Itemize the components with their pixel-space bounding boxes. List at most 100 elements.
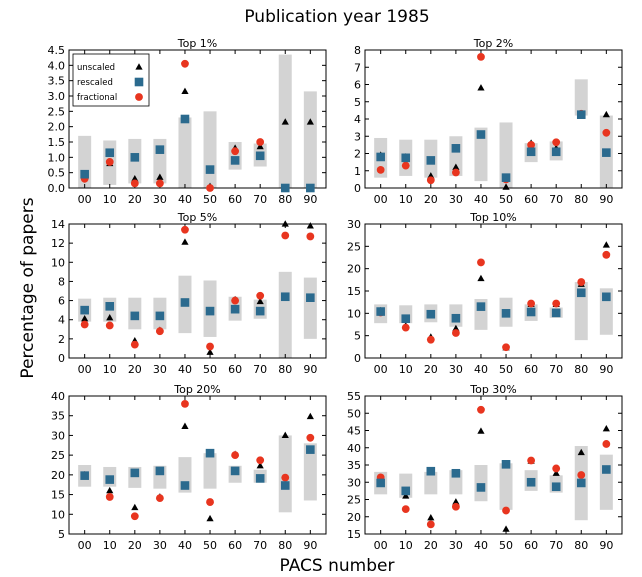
y-tick-label: 12 — [51, 237, 65, 250]
y-tick-label: 2.5 — [48, 105, 66, 118]
rescaled-point — [476, 302, 486, 311]
rescaled-point — [526, 307, 536, 317]
fractional-point — [105, 158, 114, 166]
fractional-point — [155, 327, 164, 336]
y-tick-label: 35 — [347, 459, 361, 472]
y-tick-label: 40 — [51, 390, 65, 403]
fractional-point — [602, 440, 611, 448]
rescaled-point — [205, 448, 215, 458]
range-band — [424, 471, 438, 495]
x-tick-label: 10 — [103, 193, 117, 206]
fractional-point — [502, 506, 510, 515]
fractional-point — [281, 473, 290, 482]
y-tick-label: 30 — [347, 218, 361, 231]
legend-marker-unscaled — [135, 63, 143, 70]
x-tick-label: 00 — [78, 193, 92, 206]
rescaled-point — [255, 306, 265, 316]
rescaled-point — [130, 468, 140, 478]
y-tick-label: 8 — [58, 275, 65, 288]
fractional-point — [602, 250, 611, 259]
rescaled-point — [501, 173, 511, 182]
fractional-point — [527, 140, 536, 149]
x-tick-label: 80 — [574, 539, 588, 552]
legend: unscaled rescaled fractional — [72, 53, 150, 107]
unscaled-point — [181, 422, 189, 429]
y-tick-label: 10 — [51, 508, 65, 521]
panel-title: Top 30% — [469, 383, 517, 396]
rescaled-point — [526, 147, 536, 157]
fractional-point — [130, 512, 139, 521]
panel-4: 0 5 10 15 20 25 30 00 10 20 30 40 50 60 70 80 90 Top 10% — [347, 211, 623, 376]
fractional-point — [306, 232, 315, 241]
y-tick-label: 6 — [58, 295, 65, 308]
unscaled-point — [131, 175, 139, 182]
x-tick-label: 30 — [153, 363, 167, 376]
unscaled-point — [477, 84, 485, 91]
y-tick-label: 4 — [58, 314, 65, 327]
unscaled-point — [281, 431, 289, 439]
rescaled-point — [280, 481, 290, 490]
x-tick-label: 40 — [178, 539, 192, 552]
fractional-point — [80, 320, 89, 329]
rescaled-point — [130, 311, 140, 321]
fractional-point — [181, 59, 189, 68]
y-tick-label: 15 — [51, 489, 65, 502]
y-tick-label: 30 — [347, 476, 361, 489]
rescaled-point — [80, 169, 89, 179]
figure-title: Publication year 1985 — [244, 7, 429, 27]
legend-marker-rescaled — [134, 77, 144, 87]
fractional-point — [256, 456, 265, 465]
unscaled-point — [602, 241, 610, 248]
rescaled-point — [155, 311, 165, 321]
x-tick-label: 40 — [178, 193, 192, 206]
panel-grid: 0.00.51.01.52.02.53.03.54.04.500 10 20 30 40… — [48, 37, 623, 552]
x-tick-label: 60 — [228, 363, 242, 376]
x-tick-label: 30 — [449, 193, 463, 206]
unscaled-point — [206, 348, 214, 355]
x-tick-label: 10 — [103, 539, 117, 552]
rescaled-point — [80, 471, 89, 480]
fractional-point — [502, 343, 510, 352]
rescaled-point — [376, 478, 385, 488]
y-tick-label: 50 — [347, 407, 361, 420]
unscaled-point — [106, 486, 114, 494]
x-tick-label: 90 — [303, 193, 317, 206]
unscaled-point — [602, 424, 610, 432]
x-tick-label: 60 — [524, 539, 538, 552]
rescaled-point — [230, 466, 240, 476]
y-tick-label: 1.0 — [48, 151, 66, 164]
unscaled-point — [256, 297, 264, 305]
unscaled-point — [156, 173, 164, 180]
x-tick-label: 10 — [399, 539, 413, 552]
x-tick-label: 30 — [449, 539, 463, 552]
fractional-point — [577, 278, 586, 286]
fractional-point — [577, 471, 586, 479]
fractional-point — [426, 176, 435, 185]
rescaled-point — [280, 292, 290, 302]
fractional-point — [256, 138, 265, 146]
rescaled-point — [255, 474, 265, 483]
x-tick-label: 90 — [303, 363, 317, 376]
rescaled-point — [280, 183, 290, 193]
fractional-point — [451, 329, 460, 337]
x-tick-label: 40 — [474, 539, 488, 552]
x-tick-label: 80 — [278, 193, 292, 206]
x-tick-label: 20 — [128, 193, 142, 206]
y-tick-label: 55 — [347, 390, 361, 403]
fractional-point — [477, 258, 485, 267]
rescaled-point — [476, 130, 486, 139]
fractional-point — [231, 451, 240, 460]
x-tick-label: 10 — [103, 363, 117, 376]
x-tick-label: 70 — [549, 363, 563, 376]
y-tick-label: 7 — [354, 61, 361, 74]
rescaled-point — [105, 302, 115, 311]
rescaled-point — [130, 153, 140, 162]
rescaled-point — [306, 183, 315, 193]
y-tick-label: 25 — [347, 240, 361, 253]
unscaled-point — [602, 110, 610, 118]
y-tick-label: 3.0 — [48, 90, 66, 103]
x-tick-label: 50 — [499, 363, 513, 376]
x-tick-label: 20 — [128, 363, 142, 376]
rescaled-point — [426, 309, 436, 319]
